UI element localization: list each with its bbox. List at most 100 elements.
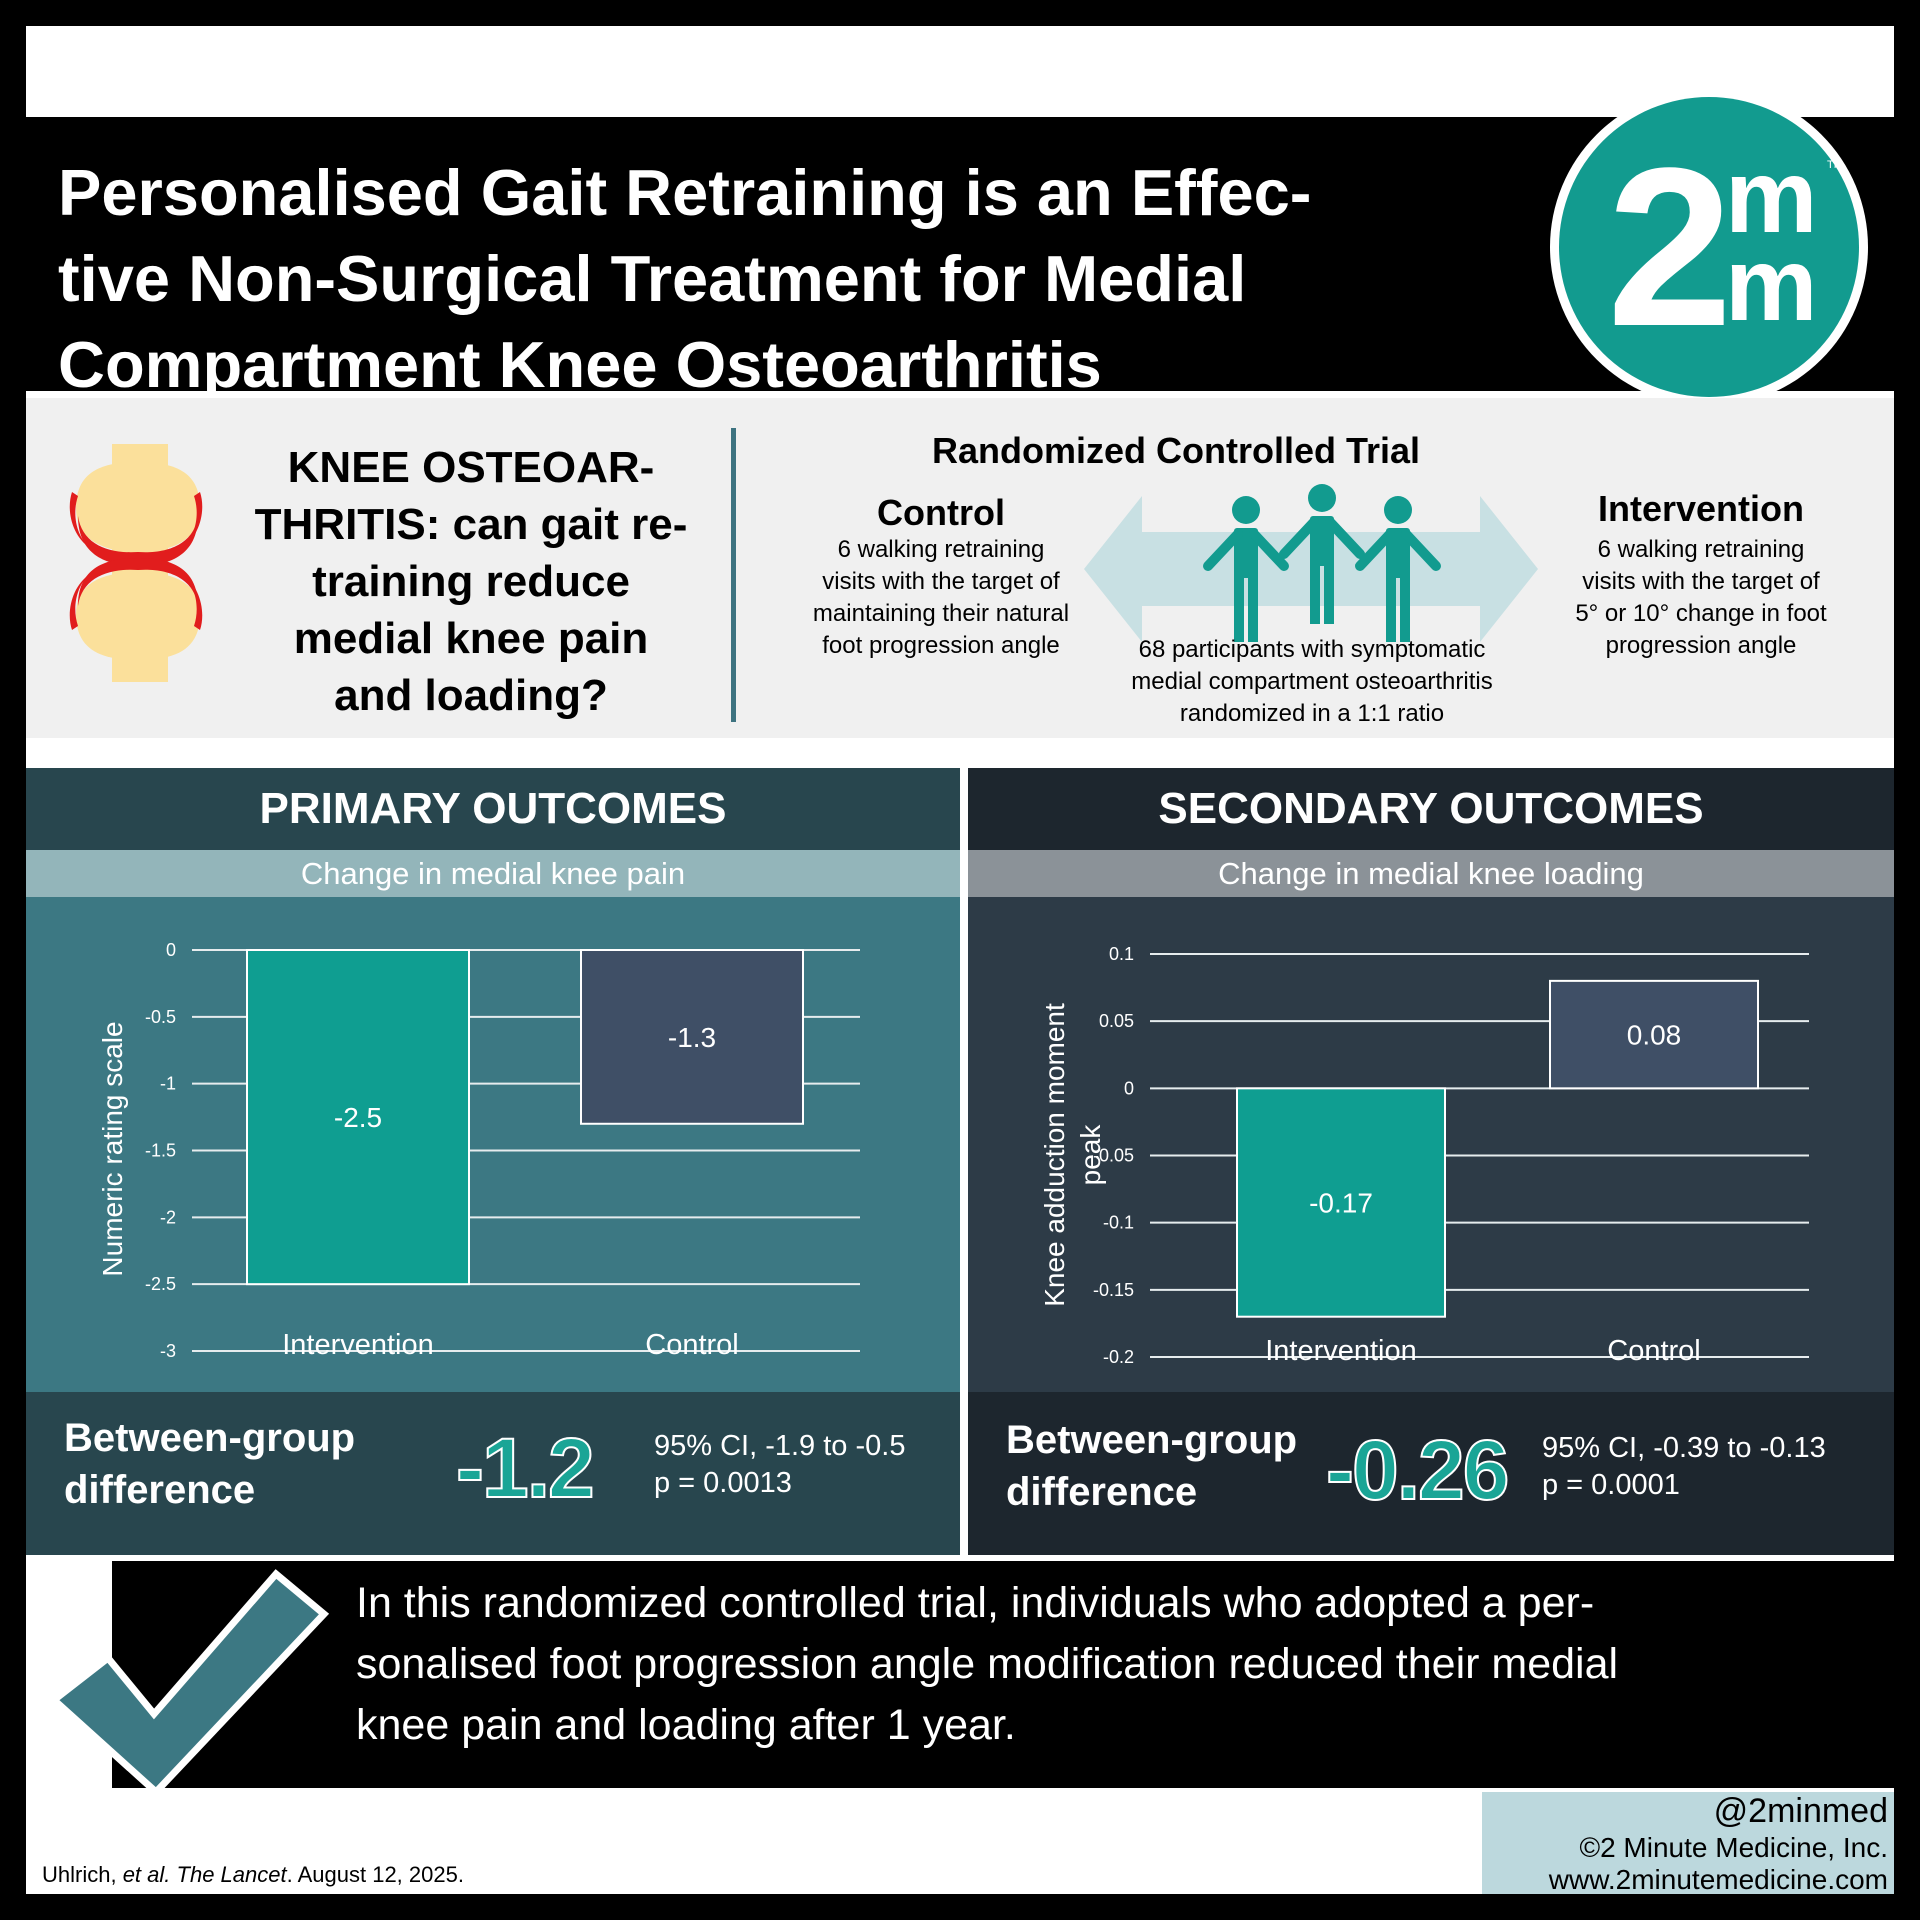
y-tick-label: 0.05 [1099, 1011, 1134, 1031]
text-line: Between-group [1006, 1418, 1298, 1462]
x-tick-label: Control [645, 1329, 739, 1361]
participants-text: 68 participants with symptomatic medial … [1104, 634, 1520, 730]
text-line: foot progression angle [822, 632, 1060, 659]
text-line: sonalised foot progression angle modific… [356, 1640, 1619, 1688]
logo-trademark: TM [1827, 159, 1843, 171]
question-line: medial knee pain [293, 614, 649, 663]
infographic: Personalised Gait Retraining is an Effec… [26, 26, 1894, 1894]
p-value: p = 0.0001 [1542, 1469, 1680, 1501]
study-question: KNEE OSTEOAR- THRITIS: can gait re- trai… [226, 439, 716, 724]
text-line: 5° or 10° change in foot [1575, 600, 1827, 627]
intervention-title: Intervention [1597, 488, 1804, 529]
conclusion-bar [112, 1561, 1894, 1788]
bar [1236, 1087, 1446, 1318]
bar-value-label: -2.5 [334, 1102, 382, 1133]
y-tick-label: 0 [166, 940, 176, 960]
text-line: 6 walking retraining [1597, 536, 1805, 563]
secondary-heading: SECONDARY OUTCOMES [968, 768, 1894, 850]
bar-value-label: -0.17 [1309, 1188, 1373, 1219]
text-line: maintaining their natural [812, 600, 1070, 627]
y-axis-label: Numeric rating scale [97, 1021, 128, 1276]
checkmark-icon [48, 1569, 330, 1797]
x-tick-label: Intervention [282, 1329, 434, 1361]
question-line: THRITIS: can gait re- [254, 500, 688, 549]
text-line: In this randomized controlled trial, ind… [356, 1579, 1595, 1627]
conclusion-text: In this randomized controlled trial, ind… [356, 1573, 1876, 1756]
y-tick-label: -0.15 [1093, 1280, 1134, 1300]
bar [1549, 979, 1759, 1090]
control-description: 6 walking retraining visits with the tar… [766, 534, 1116, 662]
text-line: difference [1006, 1470, 1198, 1514]
title-line: tive Non-Surgical Treatment for Medial [58, 242, 1247, 315]
logo-letter: m [1725, 139, 1818, 255]
logo-digit: 2 [1607, 120, 1733, 373]
y-tick-label: 0 [1124, 1078, 1134, 1098]
secondary-difference-bar [968, 1392, 1894, 1555]
y-tick-label: 0.1 [1109, 944, 1134, 964]
y-tick-label: -1.5 [145, 1141, 176, 1161]
design-title: Randomized Controlled Trial [931, 430, 1421, 471]
text-line: difference [64, 1468, 256, 1512]
y-tick-label: -0.5 [145, 1007, 176, 1027]
bar-value-label: 0.08 [1627, 1020, 1682, 1051]
text-line: progression angle [1605, 632, 1797, 659]
y-tick-label: -2 [160, 1207, 176, 1227]
citation-date: . August 12, 2025. [286, 1862, 464, 1887]
intervention-description: 6 walking retraining visits with the tar… [1526, 534, 1876, 662]
citation-journal: The Lancet [176, 1862, 287, 1887]
loading-chart: 0.1 0.05 0 -0.05 -0.1 -0.15 -0.2 -0.17 Intervent… [1039, 944, 1809, 1367]
secondary-subheading: Change in medial knee loading [968, 850, 1894, 897]
x-tick-label: Intervention [1265, 1335, 1417, 1367]
text-line: 68 participants with symptomatic [1138, 636, 1486, 663]
y-tick-label: -0.2 [1103, 1347, 1134, 1367]
bar [246, 949, 470, 1286]
logo-letter: m [1725, 227, 1818, 343]
primary-heading: PRIMARY OUTCOMES [26, 768, 960, 850]
social-handle[interactable]: @2minmed [1713, 1792, 1888, 1830]
control-title: Control [877, 492, 1005, 533]
text-line: visits with the target of [1582, 568, 1820, 595]
bar-value-label: -1.3 [668, 1022, 716, 1053]
knee-joint-icon [69, 444, 203, 682]
text-line: 6 walking retraining [837, 536, 1045, 563]
text-line: visits with the target of [822, 568, 1060, 595]
primary-diff-label: Between-group difference [64, 1412, 355, 1516]
question-line: and loading? [334, 671, 608, 720]
text-line: knee pain and loading after 1 year. [356, 1701, 1016, 1749]
primary-stats: 95% CI, -1.9 to -0.5 p = 0.0013 [654, 1428, 905, 1502]
secondary-stats: 95% CI, -0.39 to -0.13 p = 0.0001 [1542, 1430, 1826, 1504]
y-tick-label: -1 [160, 1074, 176, 1094]
text-line: medial compartment osteoarthritis [1131, 668, 1493, 695]
title-line: Personalised Gait Retraining is an Effec… [58, 156, 1312, 229]
p-value: p = 0.0013 [654, 1467, 792, 1499]
y-tick-label: -3 [160, 1341, 176, 1361]
primary-difference-bar [26, 1392, 960, 1555]
copyright: ©2 Minute Medicine, Inc. [1579, 1832, 1888, 1863]
citation: Uhlrich, et al. The Lancet. August 12, 2… [42, 1862, 464, 1888]
confidence-interval: 95% CI, -1.9 to -0.5 [654, 1430, 906, 1462]
page-title: Personalised Gait Retraining is an Effec… [58, 150, 1538, 408]
y-tick-label: -2.5 [145, 1274, 176, 1294]
title-line: Compartment Knee Osteoarthritis [58, 328, 1102, 401]
pain-chart: 0 -0.5 -1 -1.5 -2 -2.5 -3 -2.5 Intervention -1.3 C… [97, 940, 860, 1361]
y-tick-label: -0.05 [1093, 1146, 1134, 1166]
primary-diff-value: -1.2 [455, 1420, 596, 1516]
text-line: Between-group [64, 1416, 356, 1460]
question-line: KNEE OSTEOAR- [287, 443, 655, 492]
text-line: randomized in a 1:1 ratio [1179, 700, 1445, 727]
secondary-diff-label: Between-group difference [1006, 1414, 1297, 1518]
y-tick-label: -0.1 [1103, 1213, 1134, 1233]
primary-subheading: Change in medial knee pain [26, 850, 960, 897]
people-icon [1203, 484, 1441, 642]
secondary-diff-value: -0.26 [1325, 1422, 1510, 1518]
citation-author: Uhlrich, [42, 1862, 123, 1887]
x-tick-label: Control [1607, 1335, 1701, 1367]
bar [580, 949, 804, 1125]
y-axis-label: peak [1075, 1124, 1106, 1186]
citation-etal: et al. [122, 1862, 171, 1887]
confidence-interval: 95% CI, -0.39 to -0.13 [1542, 1432, 1826, 1464]
website-link[interactable]: www.2minutemedicine.com [1548, 1864, 1888, 1894]
study-overview [26, 398, 1894, 738]
question-line: training reduce [312, 557, 630, 606]
brand-logo: 2 m m TM [1550, 88, 1868, 406]
